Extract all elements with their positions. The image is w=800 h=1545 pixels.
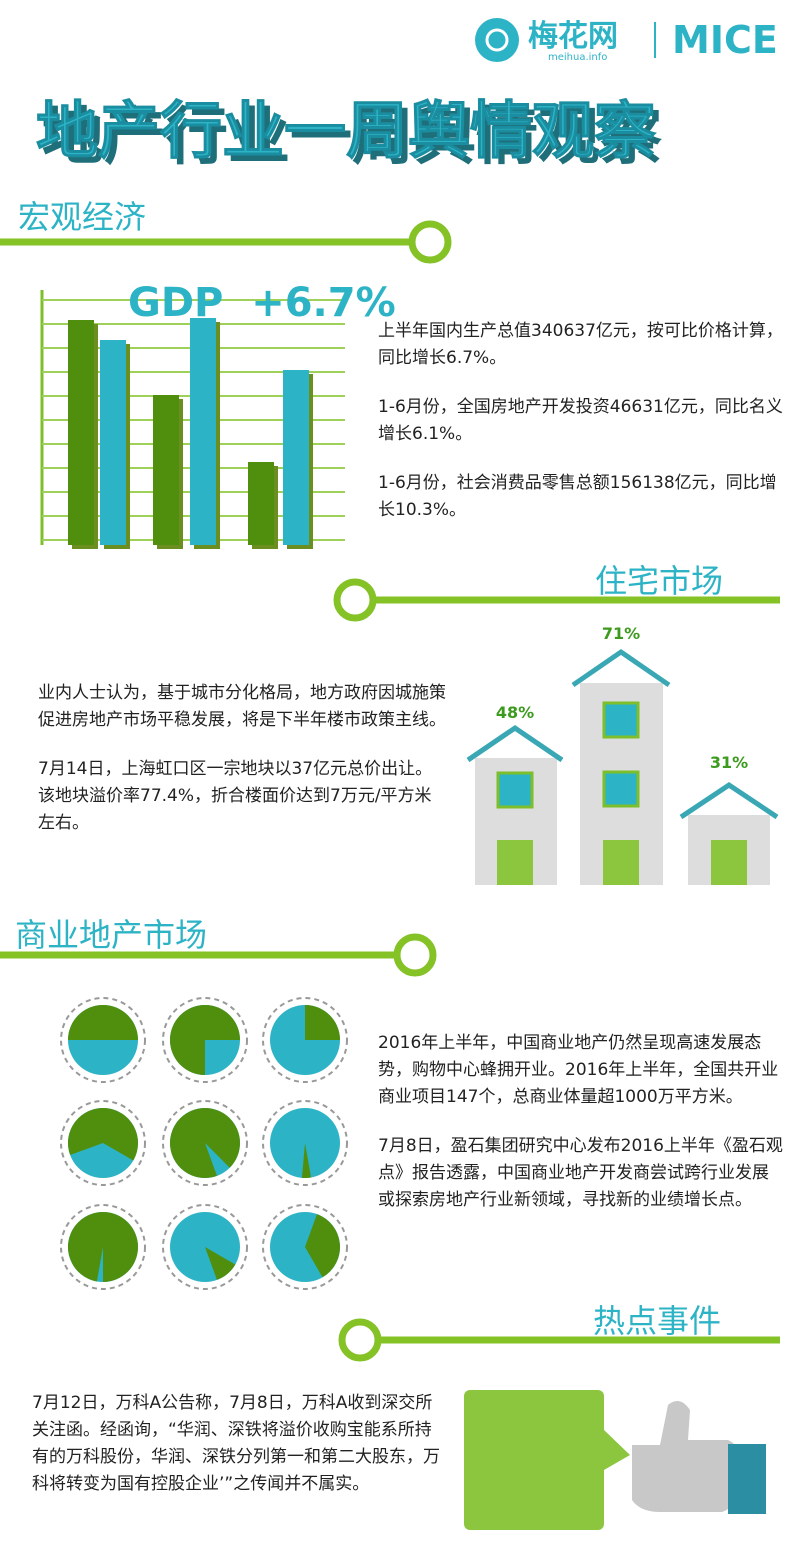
section-heading: 住宅市场 bbox=[595, 562, 724, 600]
deco-bar bbox=[153, 395, 179, 545]
section-heading: 商业地产市场 bbox=[15, 916, 208, 954]
pie-wedge bbox=[305, 1214, 341, 1278]
speech-tail bbox=[604, 1430, 630, 1470]
window bbox=[496, 771, 534, 809]
pie-ring bbox=[60, 997, 146, 1083]
paragraph: 7月14日，上海虹口区一宗地块以37亿元总价出让。该地块溢价率77.4%，折合楼… bbox=[38, 759, 433, 833]
gdp-badge: GDP +6.7% bbox=[128, 280, 396, 326]
pie-ring bbox=[262, 1100, 348, 1186]
pie-wedge bbox=[67, 1211, 138, 1282]
window bbox=[602, 770, 640, 808]
title-shadow: 地产行业一周舆情观察 bbox=[42, 100, 662, 173]
house-roof bbox=[466, 724, 564, 763]
section-text: 7月12日，万科A公告称，7月8日，万科A收到深交所关注函。经函询，“华润、深铁… bbox=[32, 1390, 444, 1520]
hand bbox=[632, 1401, 740, 1512]
deco-bar bbox=[100, 340, 126, 545]
house-roof bbox=[679, 781, 779, 820]
pie-wedge bbox=[170, 1005, 240, 1075]
house-label: 48% bbox=[496, 703, 534, 722]
paragraph: 7月12日，万科A公告称，7月8日，万科A收到深交所关注函。经函询，“华润、深铁… bbox=[32, 1393, 440, 1494]
paragraph: 7月8日，盈石集团研究中心发布2016上半年《盈石观点》报告透露，中国商业地产开… bbox=[378, 1136, 783, 1210]
door bbox=[711, 840, 747, 885]
logo-sub: meihua.info bbox=[548, 52, 607, 63]
pie-wedge bbox=[205, 1247, 236, 1280]
house-label: 31% bbox=[710, 753, 748, 772]
section-knob bbox=[393, 933, 437, 977]
section-knob bbox=[408, 220, 452, 264]
pie-ring bbox=[162, 997, 248, 1083]
door bbox=[603, 840, 639, 885]
pie-ring bbox=[60, 1204, 146, 1290]
window bbox=[602, 701, 640, 739]
paragraph: 1-6月份，社会消费品零售总额156138亿元，同比增长10.3%。 bbox=[378, 473, 777, 520]
logo-text: 梅花网 bbox=[528, 19, 618, 54]
title: 地产行业一周舆情观察 bbox=[36, 94, 656, 167]
pie-wedge bbox=[68, 1005, 138, 1040]
paragraph: 业内人士认为，基于城市分化格局，地方政府因城施策促进房地产市场平稳发展，将是下半… bbox=[38, 683, 446, 730]
logo-icon bbox=[475, 18, 519, 62]
paragraph: 2016年上半年，中国商业地产仍然呈现高速发展态势，购物中心蜂拥开业。2016年… bbox=[378, 1033, 779, 1107]
thumbs-up bbox=[464, 1390, 766, 1530]
paragraph: 1-6月份，全国房地产开发投资46631亿元，同比名义增长6.1%。 bbox=[378, 397, 783, 444]
section-heading: 宏观经济 bbox=[18, 198, 147, 236]
pie-wedge bbox=[169, 1108, 240, 1179]
section-text: 上半年国内生产总值340637亿元，按可比价格计算，同比增长6.7%。 1-6月… bbox=[378, 318, 783, 546]
door bbox=[497, 840, 533, 885]
deco-bar bbox=[68, 320, 94, 545]
pie-ring bbox=[262, 1204, 348, 1290]
deco-bar bbox=[248, 462, 274, 545]
house-label: 71% bbox=[602, 624, 640, 643]
pie-ring bbox=[162, 1204, 248, 1290]
pie-ring bbox=[60, 1100, 146, 1186]
speech-box bbox=[464, 1390, 604, 1530]
pie-illustration bbox=[60, 997, 348, 1290]
section-text: 2016年上半年，中国商业地产仍然呈现高速发展态势，购物中心蜂拥开业。2016年… bbox=[378, 1030, 783, 1236]
pie-ring bbox=[262, 997, 348, 1083]
pie-wedge bbox=[68, 1108, 138, 1161]
pie-wedge bbox=[301, 1143, 312, 1178]
paragraph: 上半年国内生产总值340637亿元，按可比价格计算，同比增长6.7%。 bbox=[378, 321, 783, 368]
houses bbox=[466, 648, 779, 885]
section-text: 业内人士认为，基于城市分化格局，地方政府因城施策促进房地产市场平稳发展，将是下半… bbox=[38, 680, 448, 859]
section-knob bbox=[338, 1318, 382, 1362]
deco-bar bbox=[190, 318, 216, 545]
house-roof bbox=[571, 648, 671, 688]
section-knob bbox=[333, 578, 377, 622]
bar-illustration bbox=[40, 290, 345, 549]
cuff bbox=[728, 1444, 766, 1514]
brand: MICE bbox=[672, 18, 778, 62]
section-heading: 热点事件 bbox=[593, 1302, 722, 1340]
pie-ring bbox=[162, 1100, 248, 1186]
logo-icon-ring bbox=[485, 28, 509, 52]
pie-wedge bbox=[305, 1005, 340, 1040]
deco-bar bbox=[283, 370, 309, 545]
